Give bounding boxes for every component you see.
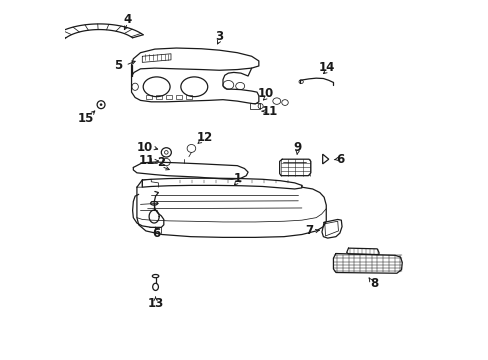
Text: 6: 6 xyxy=(336,153,344,166)
Text: 13: 13 xyxy=(147,297,163,310)
Text: 3: 3 xyxy=(215,30,223,43)
Text: 4: 4 xyxy=(123,13,132,26)
Text: 1: 1 xyxy=(233,172,241,185)
Bar xyxy=(185,95,191,99)
Ellipse shape xyxy=(100,104,102,106)
Text: 2: 2 xyxy=(157,156,165,169)
Text: 11: 11 xyxy=(261,105,277,118)
Text: 10: 10 xyxy=(137,140,153,153)
Bar xyxy=(146,95,152,99)
Bar xyxy=(249,103,260,109)
Text: 12: 12 xyxy=(197,131,213,144)
Bar xyxy=(165,95,171,99)
Text: 5: 5 xyxy=(114,59,122,72)
Text: 11: 11 xyxy=(139,154,155,167)
Text: 10: 10 xyxy=(257,87,274,100)
Text: 9: 9 xyxy=(293,141,301,154)
Text: 7: 7 xyxy=(305,224,312,238)
Text: 8: 8 xyxy=(369,278,378,291)
Text: 15: 15 xyxy=(78,112,94,125)
Text: 6: 6 xyxy=(152,227,161,240)
Bar xyxy=(176,95,182,99)
Bar xyxy=(156,95,162,99)
Text: 14: 14 xyxy=(318,60,334,73)
